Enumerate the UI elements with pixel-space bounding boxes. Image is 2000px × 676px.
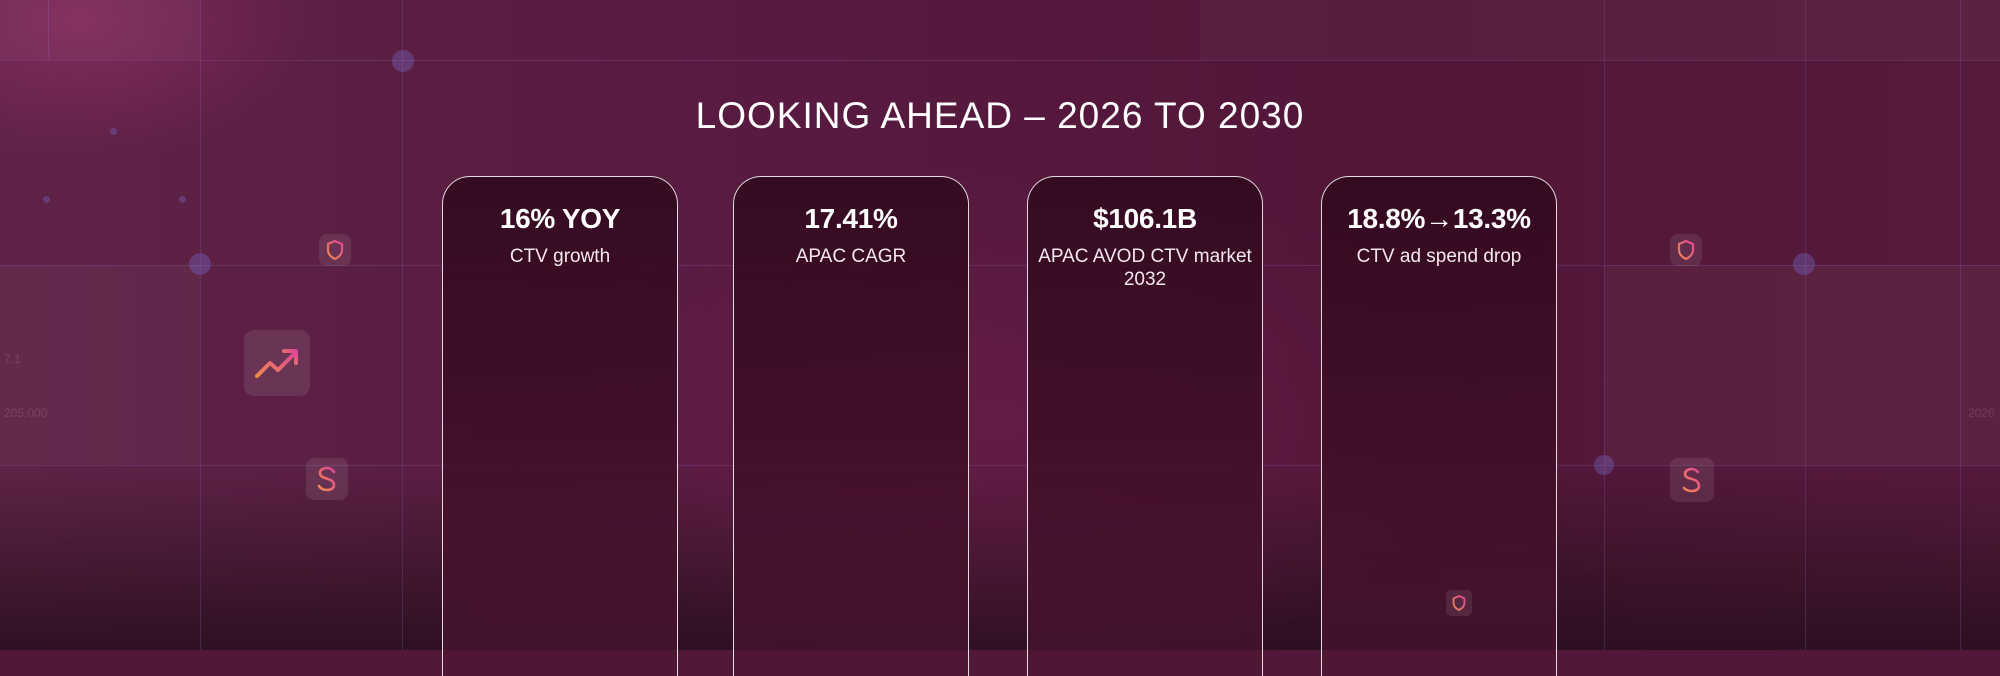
stat-value: 18.8%→13.3%: [1347, 203, 1531, 234]
trending-up-icon: [244, 330, 310, 396]
stat-label: CTV ad spend drop: [1356, 246, 1522, 267]
stat-label: CTV growth: [509, 246, 611, 267]
stat-card-ctv-growth: 16% YOY CTV growth: [442, 176, 678, 676]
stat-card-apac-avod-market: $106.1B APAC AVOD CTV market 2032: [1027, 176, 1263, 676]
stat-label: APAC AVOD CTV market 2032: [1038, 246, 1252, 290]
dollar-icon: [306, 458, 348, 500]
stat-value: 16% YOY: [499, 203, 621, 234]
shield-icon: [1446, 590, 1472, 616]
shield-icon: [1670, 234, 1702, 266]
stat-card-apac-cagr: 17.41% APAC CAGR: [733, 176, 969, 676]
slide-background: [0, 0, 2000, 650]
shield-icon: [319, 234, 351, 266]
slide-title: LOOKING AHEAD – 2026 TO 2030: [695, 94, 1305, 136]
stat-value: $106.1B: [1093, 203, 1197, 234]
exchange-icon: [1670, 458, 1714, 502]
stat-card-ctv-ad-spend-drop: 18.8%→13.3% CTV ad spend drop: [1321, 176, 1557, 676]
stat-value: 17.41%: [804, 203, 898, 234]
stat-label: APAC CAGR: [795, 246, 907, 267]
